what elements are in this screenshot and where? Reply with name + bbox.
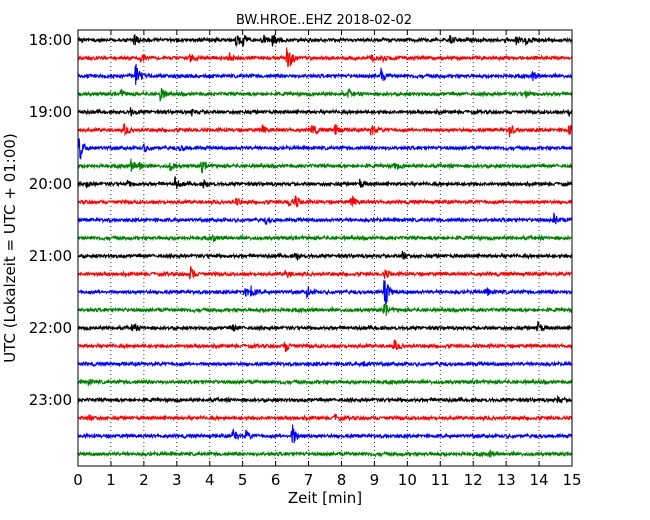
- seismogram-trace: [77, 34, 573, 48]
- plot-frame: [77, 29, 573, 467]
- seismogram-trace: [77, 158, 573, 174]
- seismogram-trace: [77, 63, 573, 85]
- x-tick-label: 8: [337, 471, 347, 489]
- y-tick-label: 22:00: [29, 319, 72, 337]
- y-tick-label: 19:00: [29, 103, 72, 121]
- seismogram-trace: [77, 233, 573, 242]
- x-tick-label: 7: [304, 471, 314, 489]
- y-tick-label: 21:00: [29, 247, 72, 265]
- x-tick-label: 5: [238, 471, 248, 489]
- seismogram-trace: [77, 87, 573, 102]
- seismogram-trace: [77, 250, 573, 261]
- seismogram-trace: [77, 394, 573, 404]
- x-tick-label: 4: [205, 471, 215, 489]
- x-tick-label: 1: [106, 471, 116, 489]
- y-tick-label: 20:00: [29, 175, 72, 193]
- axis-ticks: 0 1 2 3 4 5 6 7 8 9 10 11 12 13 14 1518:0019:0020:0021:…: [29, 30, 582, 489]
- y-tick-label: 23:00: [29, 391, 72, 409]
- seismogram-trace: [77, 424, 573, 444]
- x-tick-label: 13: [497, 471, 516, 489]
- seismogram-trace: [77, 195, 573, 208]
- seismogram-trace: [77, 176, 573, 189]
- x-tick-label: 12: [464, 471, 483, 489]
- seismogram-trace: [77, 413, 573, 423]
- x-tick-label: 11: [431, 471, 450, 489]
- seismogram-trace: [77, 360, 573, 368]
- x-tick-label: 10: [398, 471, 417, 489]
- seismogram-trace: [77, 138, 573, 160]
- seismogram-trace: [77, 123, 573, 138]
- seismogram-trace: [77, 339, 573, 353]
- seismogram-trace: [77, 266, 573, 280]
- grid-lines: [78, 30, 572, 466]
- x-tick-label: 3: [172, 471, 182, 489]
- y-axis-label: UTC (Lokalzeit = UTC + 01:00): [1, 133, 19, 363]
- seismogram-trace: [77, 47, 573, 68]
- x-tick-label: 14: [530, 471, 549, 489]
- seismogram-trace: [77, 212, 573, 226]
- x-tick-label: 2: [139, 471, 149, 489]
- seismogram-trace: [77, 320, 573, 332]
- x-axis-label: Zeit [min]: [288, 489, 362, 507]
- x-tick-label: 0: [73, 471, 83, 489]
- seismogram-trace: [77, 449, 573, 458]
- x-tick-label: 15: [562, 471, 581, 489]
- chart-title: BW.HROE..EHZ 2018-02-02: [236, 13, 412, 28]
- seismogram-trace: [77, 377, 573, 387]
- x-tick-label: 9: [370, 471, 380, 489]
- seismogram-trace: [77, 302, 573, 316]
- seismogram-trace: [77, 280, 573, 304]
- x-tick-label: 6: [271, 471, 281, 489]
- y-tick-label: 18:00: [29, 31, 72, 49]
- seismogram-trace: [77, 107, 573, 117]
- trace-group: [77, 34, 573, 458]
